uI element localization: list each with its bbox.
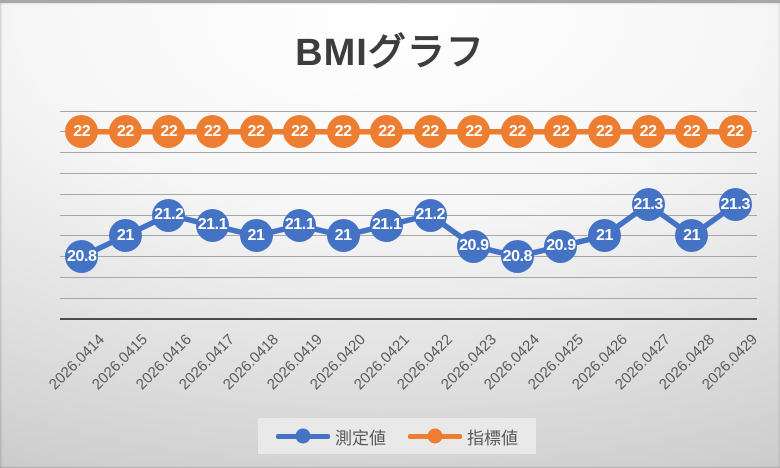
data-point-marker[interactable]: 22: [413, 115, 447, 149]
data-point-label: 20.9: [546, 237, 576, 255]
gridline: [60, 256, 757, 258]
legend-item-measured[interactable]: 測定値: [276, 424, 386, 449]
data-point-marker[interactable]: 22: [457, 115, 491, 149]
data-point-label: 22: [596, 122, 614, 140]
data-point-label: 21.2: [154, 206, 184, 223]
gridline: [60, 297, 757, 299]
data-point-marker[interactable]: 21.1: [195, 208, 229, 242]
data-point-marker[interactable]: 22: [152, 115, 186, 149]
data-point-label: 20.9: [459, 237, 489, 255]
x-axis-line: [60, 318, 757, 320]
legend-dot-icon: [295, 428, 311, 444]
data-point-marker[interactable]: 20.8: [65, 240, 99, 274]
data-point-marker[interactable]: 22: [588, 115, 622, 149]
data-point-marker[interactable]: 22: [500, 115, 534, 149]
gridline: [60, 214, 757, 216]
data-point-marker[interactable]: 21: [108, 219, 142, 253]
data-point-marker[interactable]: 21: [588, 219, 622, 253]
series-line: [80, 201, 737, 260]
gridline: [60, 235, 757, 237]
data-point-marker[interactable]: 20.8: [500, 240, 534, 274]
data-point-marker[interactable]: 20.9: [457, 229, 491, 263]
data-point-marker[interactable]: 21.3: [631, 188, 665, 222]
legend-line-marker-icon: [276, 428, 330, 444]
data-point-marker[interactable]: 21.2: [152, 198, 186, 232]
chart-title: BMIグラフ: [295, 32, 485, 74]
data-point-label: 21.1: [371, 216, 402, 234]
series-lines: [80, 129, 737, 260]
plot-area: 20.8 21 21.2 21.1 21 21.1 21 21.1 21.2 20.9 20.8 20…: [0, 3, 780, 468]
data-point-label: 21.1: [197, 216, 228, 234]
data-point-label: 21.1: [284, 216, 315, 234]
data-point-label: 21.3: [720, 195, 750, 213]
data-point-label: 22: [378, 122, 396, 140]
data-point-label: 22: [639, 122, 657, 140]
data-point-label: 22: [421, 122, 439, 140]
legend: 測定値 指標値: [258, 418, 536, 454]
gridline: [60, 152, 757, 154]
data-point-label: 21: [683, 226, 701, 244]
legend-label-measured: 測定値: [335, 428, 386, 448]
legend-dot-icon: [427, 428, 443, 444]
data-point-label: 22: [247, 122, 265, 140]
data-point-label: 22: [116, 122, 134, 140]
data-point-marker[interactable]: 21.1: [283, 208, 317, 242]
gridline: [60, 276, 757, 278]
data-point-marker[interactable]: 22: [326, 115, 360, 149]
data-point-marker[interactable]: 22: [65, 115, 99, 149]
data-point-label: 20.8: [67, 247, 97, 265]
legend-line-marker-icon: [408, 428, 462, 444]
data-point-marker[interactable]: 21.1: [370, 208, 404, 242]
data-point-label: 21: [116, 226, 134, 244]
data-point-label: 22: [726, 122, 744, 140]
data-point-marker[interactable]: 22: [108, 115, 142, 149]
data-point-label: 22: [552, 122, 570, 140]
gridline: [60, 172, 757, 174]
gridline: [60, 110, 757, 112]
data-point-label: 22: [291, 122, 309, 140]
data-point-marker[interactable]: 22: [544, 115, 578, 149]
data-point-marker[interactable]: 21.2: [413, 198, 447, 232]
data-point-label: 21.3: [633, 195, 663, 213]
data-point-marker[interactable]: 21.3: [718, 188, 752, 222]
legend-label-indicator: 指標値: [467, 428, 518, 448]
data-point-label: 20.8: [502, 247, 533, 265]
data-point-label: 22: [683, 122, 701, 140]
data-point-label: 22: [160, 122, 178, 140]
legend-item-indicator[interactable]: 指標値: [408, 424, 518, 449]
data-point-label: 21.2: [415, 206, 446, 223]
data-point-marker[interactable]: 22: [283, 115, 317, 149]
data-point-label: 22: [508, 122, 526, 140]
data-point-marker[interactable]: 21: [326, 219, 360, 253]
data-point-label: 21: [334, 226, 352, 244]
gridline: [60, 193, 757, 195]
data-point-label: 22: [73, 122, 91, 140]
data-point-label: 22: [334, 122, 352, 140]
data-point-marker[interactable]: 21: [239, 219, 273, 253]
data-point-label: 22: [203, 122, 221, 140]
data-point-label: 22: [465, 122, 483, 140]
data-point-marker[interactable]: 22: [370, 115, 404, 149]
data-point-marker[interactable]: 22: [631, 115, 665, 149]
data-point-label: 21: [247, 226, 265, 244]
data-point-marker[interactable]: 22: [718, 115, 752, 149]
data-point-marker[interactable]: 20.9: [544, 229, 578, 263]
data-point-marker[interactable]: 22: [675, 115, 709, 149]
data-point-marker[interactable]: 22: [195, 115, 229, 149]
data-point-label: 21: [596, 226, 614, 244]
data-point-marker[interactable]: 22: [239, 115, 273, 149]
data-point-marker[interactable]: 21: [675, 219, 709, 253]
